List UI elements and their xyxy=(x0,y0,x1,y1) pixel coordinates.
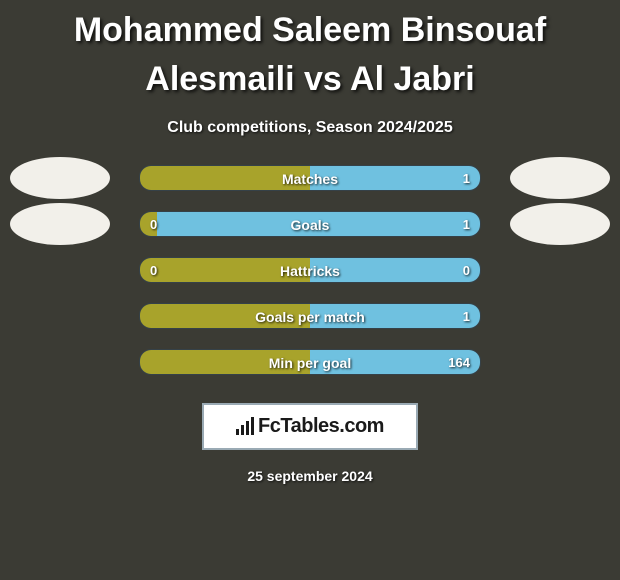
stat-row: Matches1 xyxy=(0,165,620,191)
subtitle: Club competitions, Season 2024/2025 xyxy=(0,119,620,137)
stat-bar: Hattricks00 xyxy=(139,257,481,283)
stat-bar-right-segment xyxy=(157,212,480,236)
logo-box: FcTables.com xyxy=(202,403,418,450)
stat-bar-right-segment xyxy=(310,258,480,282)
barchart-icon xyxy=(236,417,254,435)
logo-text: FcTables.com xyxy=(258,415,384,438)
player-avatar-left xyxy=(10,157,110,199)
player-avatar-left xyxy=(10,203,110,245)
player-avatar-right xyxy=(510,203,610,245)
stat-bar-left-segment xyxy=(140,350,310,374)
stat-bar-right-segment xyxy=(310,304,480,328)
page-title: Mohammed Saleem Binsouaf Alesmaili vs Al… xyxy=(0,6,620,105)
stat-bar-right-segment xyxy=(310,166,480,190)
stat-rows: Matches1 Goals01 Hattricks00 Goals per matc… xyxy=(0,165,620,375)
stat-bar-right-segment xyxy=(310,350,480,374)
stat-row: Hattricks00 xyxy=(0,257,620,283)
stat-row: Goals01 xyxy=(0,211,620,237)
stat-bar: Goals01 xyxy=(139,211,481,237)
stat-bar: Matches1 xyxy=(139,165,481,191)
stat-bar-left-segment xyxy=(140,304,310,328)
stat-bar-left-segment xyxy=(140,258,310,282)
stat-row: Min per goal164 xyxy=(0,349,620,375)
stat-bar-left-segment xyxy=(140,212,157,236)
date: 25 september 2024 xyxy=(0,468,620,484)
comparison-infographic: Mohammed Saleem Binsouaf Alesmaili vs Al… xyxy=(0,0,620,484)
stat-bar: Goals per match1 xyxy=(139,303,481,329)
stat-bar: Min per goal164 xyxy=(139,349,481,375)
stat-row: Goals per match1 xyxy=(0,303,620,329)
stat-bar-left-segment xyxy=(140,166,310,190)
player-avatar-right xyxy=(510,157,610,199)
